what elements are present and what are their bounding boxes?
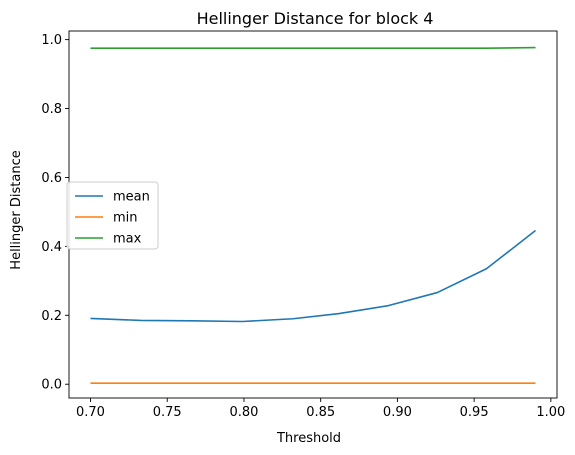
x-axis: 0.70 0.75 0.80 0.85 0.90 0.95 1.00 <box>76 398 565 420</box>
y-tick-label: 1.0 <box>41 33 62 48</box>
x-tick-label: 0.75 <box>153 405 182 420</box>
x-tick-label: 0.70 <box>76 405 105 420</box>
x-tick-label: 0.90 <box>383 405 412 420</box>
chart-title: Hellinger Distance for block 4 <box>197 9 434 28</box>
legend-box <box>66 181 159 250</box>
x-tick-label: 0.85 <box>306 405 335 420</box>
x-tick-label: 0.95 <box>460 405 489 420</box>
x-tick-label: 1.00 <box>536 405 565 420</box>
series-line-max <box>90 46 536 50</box>
y-tick-label: 0.4 <box>41 240 62 255</box>
x-axis-label: Threshold <box>276 431 341 446</box>
y-tick-label: 0.0 <box>41 378 62 393</box>
legend-label-max: max <box>113 232 142 247</box>
legend: mean min max <box>66 181 159 250</box>
legend-label-min: min <box>113 211 138 226</box>
y-tick-label: 0.2 <box>41 309 62 324</box>
series-line-mean <box>90 229 537 323</box>
y-axis: 0.0 0.2 0.4 0.6 0.8 1.0 <box>41 33 69 393</box>
x-tick-label: 0.80 <box>229 405 258 420</box>
legend-label-mean: mean <box>113 190 150 205</box>
y-axis-label: Hellinger Distance <box>9 150 24 269</box>
y-tick-label: 0.6 <box>41 171 62 186</box>
y-tick-label: 0.8 <box>41 102 62 117</box>
